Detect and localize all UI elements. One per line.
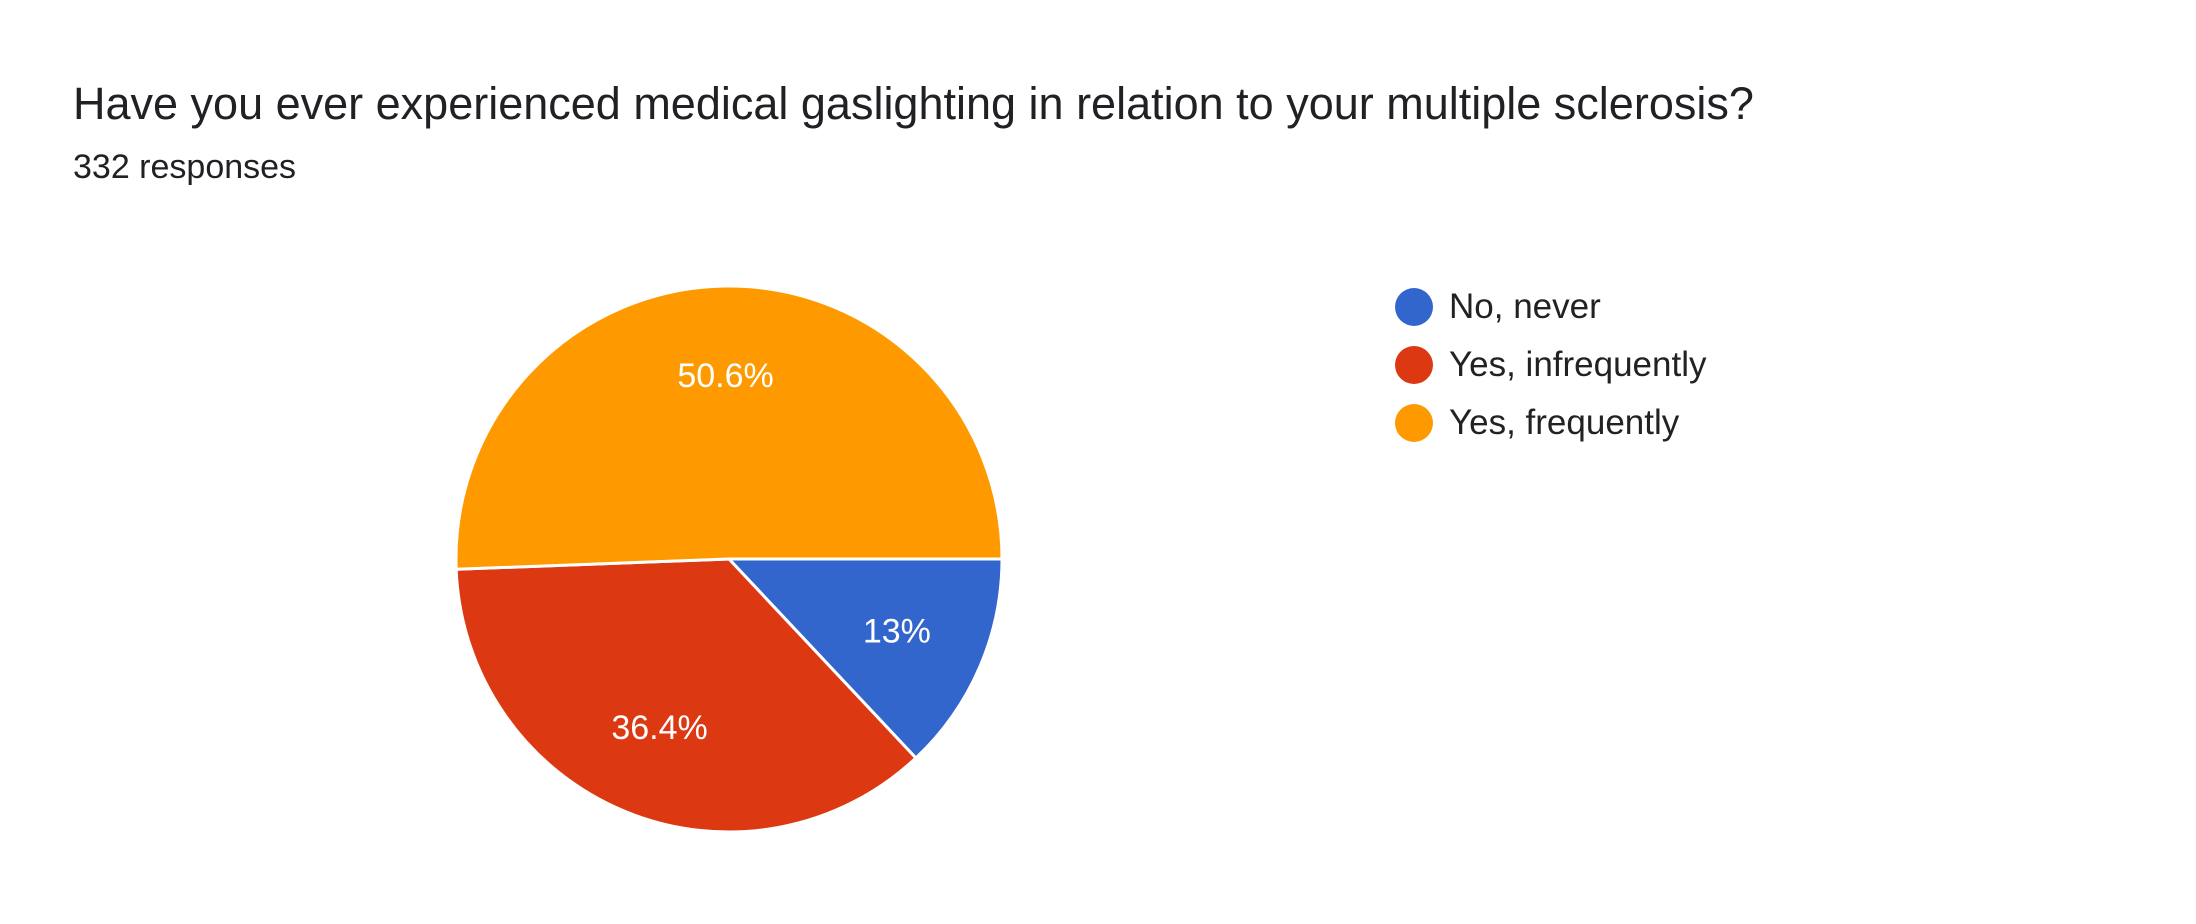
legend-label: Yes, infrequently [1449,345,1707,384]
legend-swatch [1395,404,1433,442]
slice-data-label: 50.6% [677,357,773,395]
response-count: 332 responses [73,148,297,186]
pie-slice-yes-infrequently[interactable] [454,557,918,834]
slice-data-label: 36.4% [611,709,707,747]
pie-slice-yes-frequently[interactable] [454,284,1004,571]
legend-swatch [1395,346,1433,384]
slice-data-label: 13% [863,613,931,651]
legend-item[interactable]: Yes, frequently [1395,394,1707,452]
chart-title: Have you ever experienced medical gaslig… [73,78,1754,129]
chart-legend: No, never Yes, infrequently Yes, frequentl… [1395,278,1707,452]
legend-swatch [1395,288,1433,326]
legend-item[interactable]: Yes, infrequently [1395,336,1707,394]
legend-label: Yes, frequently [1449,403,1680,442]
pie-slice-no-never[interactable] [727,557,1004,760]
legend-label: No, never [1449,287,1601,326]
legend-item[interactable]: No, never [1395,278,1707,336]
